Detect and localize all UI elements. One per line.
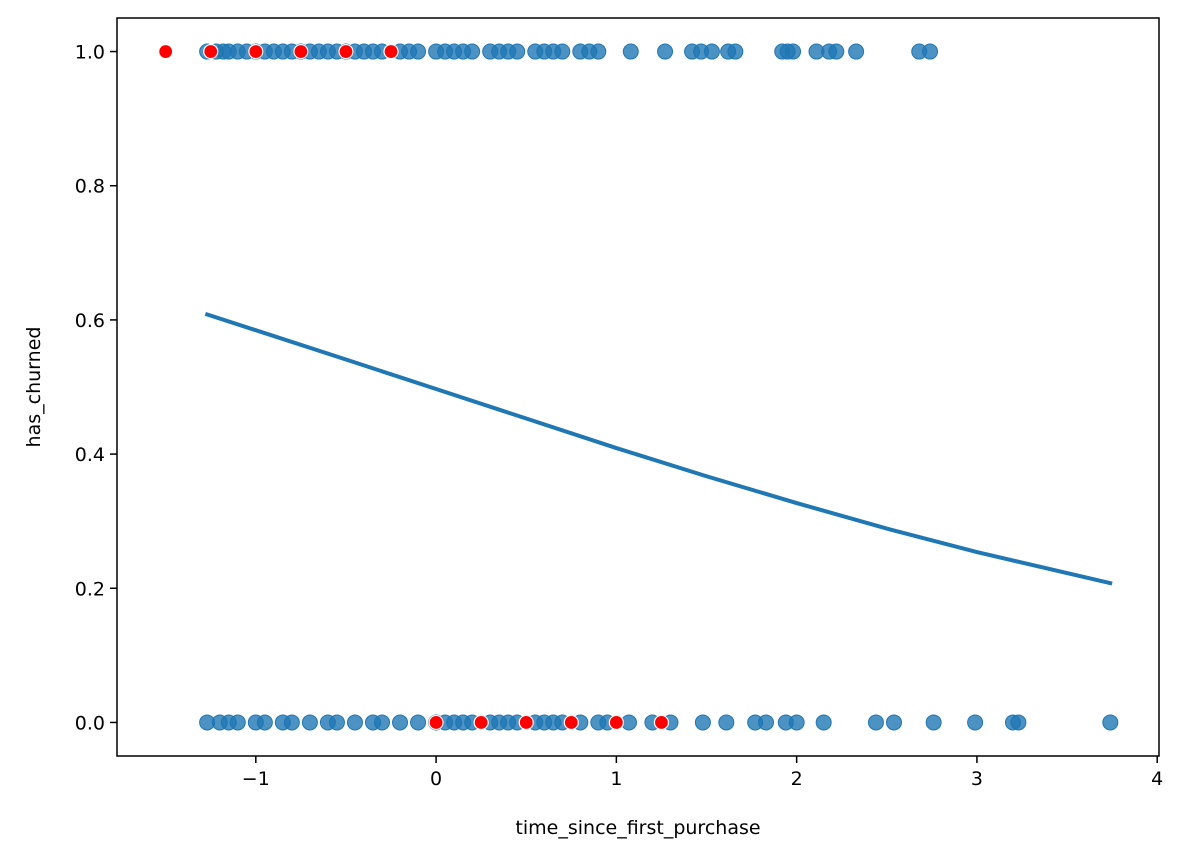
- data-point: [848, 43, 865, 60]
- data-point: [464, 43, 481, 60]
- data-point: [554, 43, 571, 60]
- data-point: [703, 43, 720, 60]
- data-point: [967, 714, 984, 731]
- prediction-point: [563, 714, 579, 731]
- data-point: [925, 714, 942, 731]
- prediction-point: [518, 714, 534, 731]
- data-point: [410, 714, 427, 731]
- data-point: [922, 43, 939, 60]
- data-point: [346, 714, 363, 731]
- data-point: [1102, 714, 1119, 731]
- prediction-point: [158, 43, 174, 60]
- data-point: [256, 714, 273, 731]
- data-point: [328, 714, 345, 731]
- prediction-point: [653, 714, 670, 731]
- data-point: [788, 714, 805, 731]
- prediction-point: [608, 714, 624, 731]
- x-tick-label: 0: [430, 768, 442, 790]
- prediction-point: [383, 43, 399, 60]
- prediction-point: [428, 714, 444, 731]
- x-tick-label: 2: [791, 768, 803, 790]
- prediction-point: [248, 43, 264, 60]
- data-point: [301, 714, 318, 731]
- x-axis-label: time_since_first_purchase: [515, 817, 760, 839]
- data-point: [509, 43, 526, 60]
- y-tick-label: 0.0: [75, 712, 105, 734]
- prediction-point: [473, 714, 489, 731]
- data-point: [622, 43, 639, 60]
- data-point: [410, 43, 427, 60]
- y-tick-label: 0.8: [75, 176, 105, 198]
- data-point: [392, 714, 409, 731]
- regression-line: [204, 311, 1113, 586]
- data-point: [757, 714, 774, 731]
- x-tick-label: −1: [242, 768, 270, 790]
- y-tick-label: 1.0: [75, 42, 105, 64]
- data-point: [785, 43, 802, 60]
- y-tick-label: 0.2: [75, 578, 105, 600]
- y-tick-label: 0.6: [75, 310, 105, 332]
- x-tick-label: 1: [610, 768, 622, 790]
- data-point: [283, 714, 300, 731]
- data-point: [815, 714, 832, 731]
- x-tick-label: 4: [1151, 768, 1163, 790]
- y-tick-label: 0.4: [75, 444, 105, 466]
- prediction-point: [338, 43, 354, 60]
- data-point: [867, 714, 884, 731]
- data-point: [718, 714, 735, 731]
- data-point: [885, 714, 902, 731]
- prediction-point: [203, 43, 219, 60]
- data-point: [229, 714, 246, 731]
- data-point: [694, 714, 711, 731]
- data-point: [590, 43, 607, 60]
- prediction-point: [293, 43, 309, 60]
- data-point: [828, 43, 845, 60]
- data-point: [657, 43, 674, 60]
- data-point: [727, 43, 744, 60]
- x-tick-label: 3: [971, 768, 983, 790]
- data-point: [1010, 714, 1027, 731]
- y-axis-label: has_churned: [23, 327, 45, 448]
- plot-frame: [116, 17, 1160, 757]
- data-point: [374, 714, 391, 731]
